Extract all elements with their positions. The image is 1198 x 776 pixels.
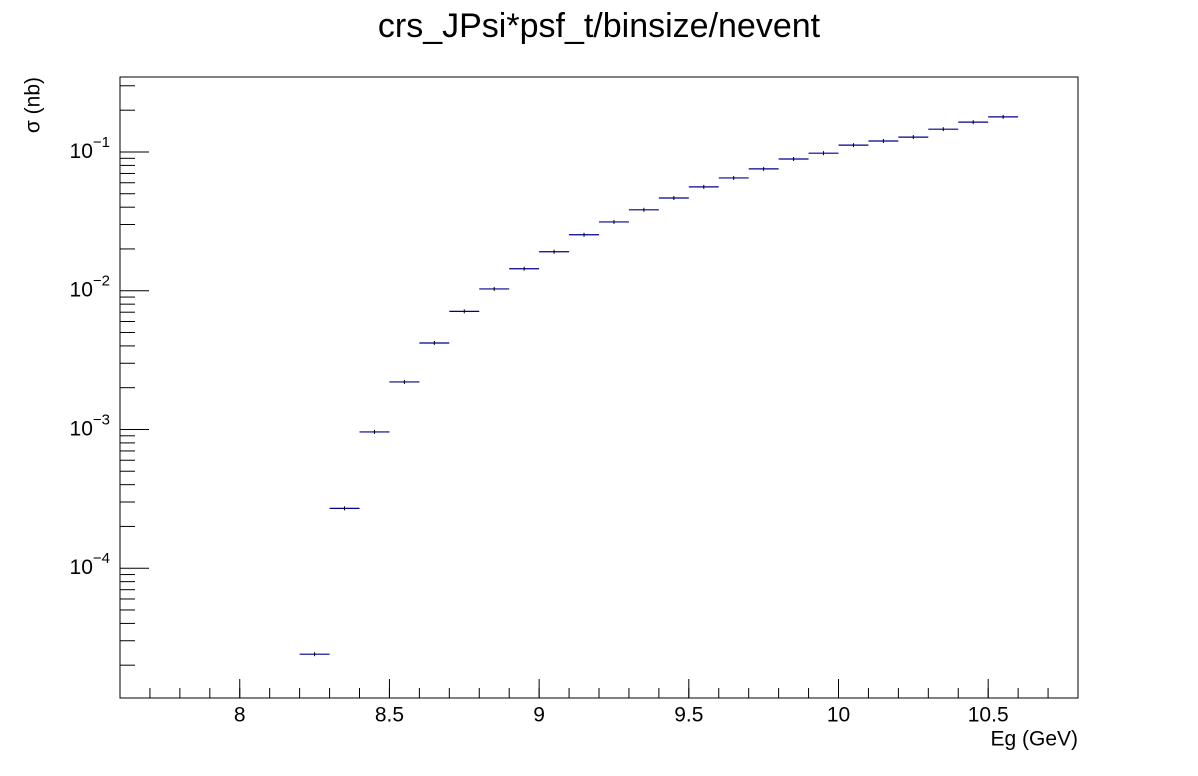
x-tick-label: 9: [533, 704, 545, 727]
y-tick-exponent: −1: [93, 134, 110, 151]
y-tick-label: 10−2: [70, 273, 110, 302]
y-tick-label: 10−3: [70, 411, 110, 440]
y-tick-base: 10: [70, 140, 93, 163]
y-tick-exponent: −4: [93, 550, 110, 567]
x-tick-label: 8: [234, 704, 246, 727]
y-tick-label: 10−4: [70, 550, 110, 579]
x-tick-label: 9.5: [674, 704, 703, 727]
y-axis-label: σ (nb): [22, 77, 45, 133]
x-tick-label: 10: [827, 704, 850, 727]
y-tick-base: 10: [70, 278, 93, 301]
y-tick-label: 10−1: [70, 134, 110, 163]
x-axis-label: Eg (GeV): [990, 728, 1078, 751]
x-tick-label: 8.5: [375, 704, 404, 727]
y-tick-exponent: −3: [93, 411, 110, 428]
plot-frame: [119, 76, 1079, 699]
y-tick-base: 10: [70, 417, 93, 440]
chart-title: crs_JPsi*psf_t/binsize/nevent: [378, 7, 821, 45]
y-tick-exponent: −2: [93, 273, 110, 290]
x-tick-label: 10.5: [968, 704, 1009, 727]
y-tick-base: 10: [70, 556, 93, 579]
